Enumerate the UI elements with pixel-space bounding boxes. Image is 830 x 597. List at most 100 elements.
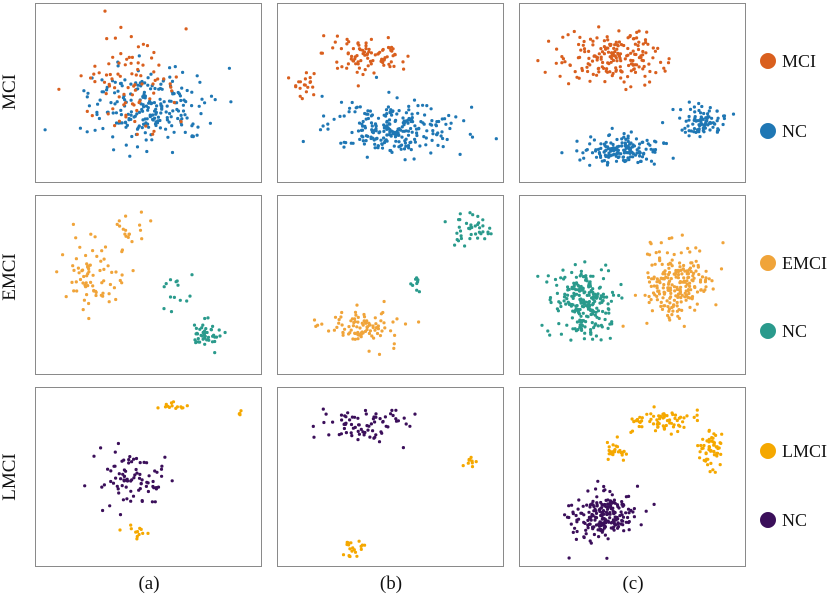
- scatter-point: [540, 323, 544, 327]
- scatter-point: [86, 91, 90, 95]
- scatter-point: [636, 44, 640, 48]
- scatter-point: [656, 46, 660, 51]
- scatter-point: [603, 533, 607, 537]
- scatter-point: [564, 302, 568, 306]
- scatter-point: [127, 458, 131, 462]
- scatter-point: [623, 142, 628, 147]
- scatter-point: [597, 522, 601, 526]
- scatter-point: [610, 520, 614, 524]
- scatter-point: [662, 66, 666, 70]
- scatter-point: [637, 146, 641, 150]
- scatter-point: [71, 264, 75, 268]
- scatter-point: [587, 293, 591, 297]
- scatter-point: [489, 232, 493, 236]
- scatter-point: [617, 293, 621, 298]
- scatter-point: [318, 128, 323, 132]
- scatter-point: [611, 509, 615, 513]
- scatter-point: [142, 460, 146, 464]
- scatter-point: [111, 111, 115, 115]
- scatter-point: [585, 314, 589, 318]
- scatter-point: [362, 50, 367, 54]
- scatter-point: [618, 514, 622, 518]
- scatter-point: [580, 304, 584, 308]
- scatter-point: [670, 283, 674, 287]
- scatter-point: [635, 484, 640, 488]
- scatter-point: [107, 62, 111, 66]
- scatter-point: [140, 126, 144, 130]
- scatter-point: [703, 280, 707, 284]
- scatter-point: [680, 293, 684, 297]
- scatter-point: [343, 327, 347, 331]
- scatter-point: [71, 222, 75, 226]
- scatter-point: [645, 321, 649, 325]
- scatter-point: [606, 269, 611, 273]
- scatter-point: [123, 63, 127, 67]
- scatter-point: [178, 298, 182, 302]
- scatter-point: [349, 141, 353, 145]
- scatter-point: [672, 252, 676, 257]
- scatter-point: [590, 303, 595, 307]
- scatter-point: [594, 322, 598, 326]
- scatter-point: [372, 336, 376, 340]
- scatter-point: [656, 289, 660, 293]
- scatter-point: [655, 422, 659, 426]
- scatter-point: [99, 259, 103, 263]
- scatter-point: [597, 70, 601, 74]
- scatter-point: [55, 270, 59, 274]
- scatter-point: [82, 89, 86, 93]
- scatter-point: [351, 324, 355, 328]
- scatter-point: [593, 292, 597, 296]
- scatter-point: [567, 287, 571, 292]
- scatter-point: [588, 307, 592, 311]
- scatter-point: [402, 147, 407, 151]
- scatter-point: [175, 405, 179, 409]
- scatter-point: [458, 229, 463, 233]
- scatter-point: [655, 418, 659, 422]
- scatter-point: [104, 73, 109, 77]
- scatter-point: [126, 86, 130, 90]
- scatter-point: [594, 515, 598, 519]
- scatter-point: [664, 423, 668, 428]
- scatter-point: [429, 151, 433, 155]
- scatter-panel-emci-b: [277, 195, 504, 375]
- scatter-point: [585, 65, 589, 69]
- scatter-point: [96, 102, 100, 106]
- scatter-point: [114, 270, 118, 274]
- scatter-point: [701, 437, 705, 441]
- scatter-point: [686, 272, 690, 276]
- scatter-point: [172, 295, 176, 299]
- scatter-point: [61, 253, 65, 257]
- scatter-point: [148, 97, 152, 101]
- scatter-point: [367, 50, 371, 54]
- scatter-point: [662, 283, 666, 287]
- scatter-point: [371, 131, 375, 135]
- scatter-point: [604, 263, 608, 267]
- scatter-point: [169, 115, 173, 119]
- scatter-point: [702, 443, 706, 448]
- scatter-point: [596, 324, 600, 328]
- scatter-point: [583, 50, 587, 54]
- scatter-point: [656, 425, 660, 429]
- scatter-point: [591, 337, 595, 341]
- scatter-point: [149, 102, 153, 106]
- scatter-point: [351, 47, 355, 51]
- scatter-point: [338, 114, 342, 118]
- scatter-point: [151, 82, 155, 86]
- scatter-point: [719, 452, 723, 456]
- scatter-point: [586, 69, 590, 74]
- scatter-point: [353, 320, 357, 324]
- scatter-point: [294, 85, 298, 89]
- scatter-point: [137, 54, 141, 58]
- scatter-point: [75, 289, 79, 293]
- scatter-point: [358, 48, 362, 52]
- scatter-point: [203, 316, 207, 321]
- scatter-point: [322, 114, 326, 118]
- scatter-point: [573, 263, 577, 267]
- scatter-point: [390, 45, 394, 49]
- scatter-point: [352, 548, 356, 552]
- scatter-point: [603, 317, 607, 322]
- scatter-point: [111, 55, 115, 59]
- scatter-point: [153, 500, 157, 504]
- scatter-point: [618, 65, 622, 69]
- scatter-point: [679, 415, 683, 419]
